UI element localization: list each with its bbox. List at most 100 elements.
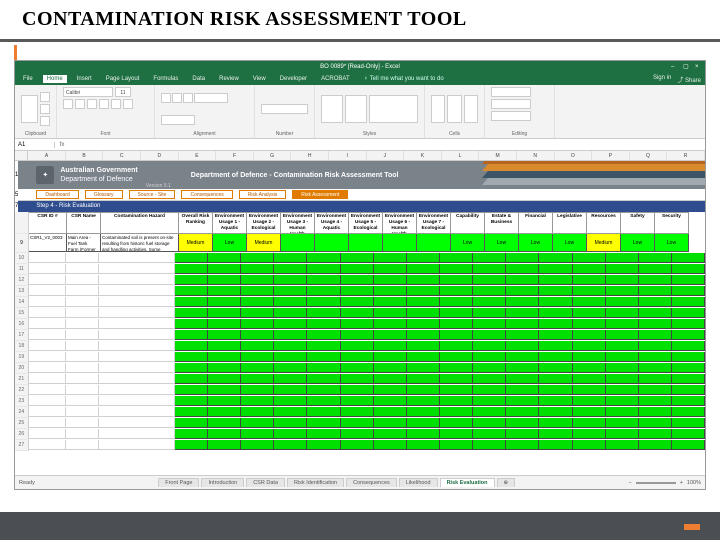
table-cell[interactable] (29, 396, 66, 406)
row-number[interactable]: 20 (15, 363, 29, 374)
table-cell[interactable] (274, 385, 307, 395)
table-cell[interactable] (539, 407, 572, 417)
number-format-select[interactable] (261, 104, 308, 114)
table-cell[interactable] (29, 418, 66, 428)
table-cell[interactable] (374, 429, 407, 439)
table-cell[interactable] (208, 330, 241, 340)
table-cell[interactable] (473, 341, 506, 351)
table-cell[interactable] (506, 374, 539, 384)
table-cell[interactable] (66, 341, 99, 351)
column-header[interactable]: M (479, 151, 517, 160)
table-cell[interactable] (573, 363, 606, 373)
table-cell[interactable] (274, 330, 307, 340)
table-cell[interactable] (241, 275, 274, 285)
table-cell[interactable] (307, 286, 340, 296)
table-cell[interactable] (606, 341, 639, 351)
table-cell[interactable] (66, 407, 99, 417)
zoom-in-button[interactable]: + (680, 480, 683, 486)
table-cell[interactable] (573, 396, 606, 406)
table-cell[interactable] (440, 275, 473, 285)
table-cell[interactable] (99, 341, 175, 351)
table-cell[interactable] (66, 286, 99, 296)
table-cell[interactable] (473, 374, 506, 384)
table-cell[interactable] (208, 286, 241, 296)
column-header[interactable]: H (291, 151, 329, 160)
fill-color-button[interactable] (111, 99, 121, 109)
risk-cell[interactable]: Low (621, 234, 655, 252)
table-cell[interactable] (639, 440, 672, 450)
format-painter-button[interactable] (40, 116, 50, 126)
table-cell[interactable] (99, 407, 175, 417)
minimize-button[interactable]: – (671, 63, 679, 71)
table-cell[interactable] (241, 253, 274, 263)
table-cell[interactable] (66, 319, 99, 329)
tell-me-input[interactable]: ♀ Tell me what you want to do (360, 75, 448, 83)
table-cell[interactable] (175, 407, 208, 417)
table-cell[interactable] (374, 297, 407, 307)
table-cell[interactable] (440, 374, 473, 384)
table-cell[interactable] (606, 253, 639, 263)
table-cell[interactable] (241, 264, 274, 274)
table-cell[interactable] (274, 297, 307, 307)
table-cell[interactable] (440, 385, 473, 395)
sheet-tab[interactable]: Consequences (346, 478, 397, 487)
table-cell[interactable] (606, 319, 639, 329)
sheet-tab[interactable]: Risk Identification (287, 478, 344, 487)
table-cell[interactable] (66, 418, 99, 428)
table-cell[interactable] (506, 363, 539, 373)
table-cell[interactable] (573, 429, 606, 439)
table-cell[interactable] (606, 330, 639, 340)
autosum-button[interactable] (491, 87, 531, 97)
table-cell[interactable] (672, 297, 705, 307)
table-cell[interactable] (672, 330, 705, 340)
table-cell[interactable] (29, 297, 66, 307)
table-cell[interactable] (473, 418, 506, 428)
column-header[interactable]: B (66, 151, 104, 160)
table-cell[interactable] (274, 286, 307, 296)
table-cell[interactable] (407, 330, 440, 340)
table-cell[interactable] (374, 286, 407, 296)
paste-button[interactable] (21, 95, 38, 123)
table-cell[interactable] (606, 407, 639, 417)
table-cell[interactable] (241, 330, 274, 340)
name-box[interactable]: A1 (15, 142, 55, 148)
column-header[interactable]: I (329, 151, 367, 160)
table-cell[interactable] (506, 319, 539, 329)
table-cell[interactable] (473, 319, 506, 329)
table-cell[interactable] (440, 297, 473, 307)
table-cell[interactable] (29, 286, 66, 296)
table-cell[interactable] (175, 253, 208, 263)
column-header[interactable]: D (141, 151, 179, 160)
ribbon-tab-data[interactable]: Data (188, 75, 209, 83)
table-cell[interactable] (175, 396, 208, 406)
table-cell[interactable] (208, 264, 241, 274)
risk-cell[interactable] (349, 234, 383, 252)
table-cell[interactable] (307, 374, 340, 384)
table-cell[interactable] (506, 429, 539, 439)
table-cell[interactable] (29, 352, 66, 362)
column-header[interactable]: A (28, 151, 66, 160)
table-cell[interactable] (539, 374, 572, 384)
table-cell[interactable] (341, 363, 374, 373)
row-number[interactable]: 15 (15, 308, 29, 319)
table-cell[interactable] (506, 440, 539, 450)
table-cell[interactable] (66, 308, 99, 318)
nav-button-consequences[interactable]: Consequences (181, 190, 232, 199)
fx-icon[interactable]: fx (55, 142, 69, 148)
fill-button[interactable] (491, 99, 531, 109)
row-number[interactable]: 26 (15, 429, 29, 440)
table-cell[interactable] (341, 341, 374, 351)
table-cell[interactable] (274, 308, 307, 318)
table-cell[interactable] (506, 330, 539, 340)
table-cell[interactable] (639, 286, 672, 296)
table-cell[interactable] (29, 330, 66, 340)
table-cell[interactable] (539, 330, 572, 340)
bold-button[interactable] (63, 99, 73, 109)
table-cell[interactable] (672, 286, 705, 296)
table-cell[interactable] (29, 429, 66, 439)
table-cell[interactable] (241, 341, 274, 351)
table-cell[interactable] (672, 363, 705, 373)
table-cell[interactable] (241, 418, 274, 428)
sheet-tab[interactable]: Risk Evaluation (440, 478, 495, 487)
table-cell[interactable] (639, 253, 672, 263)
